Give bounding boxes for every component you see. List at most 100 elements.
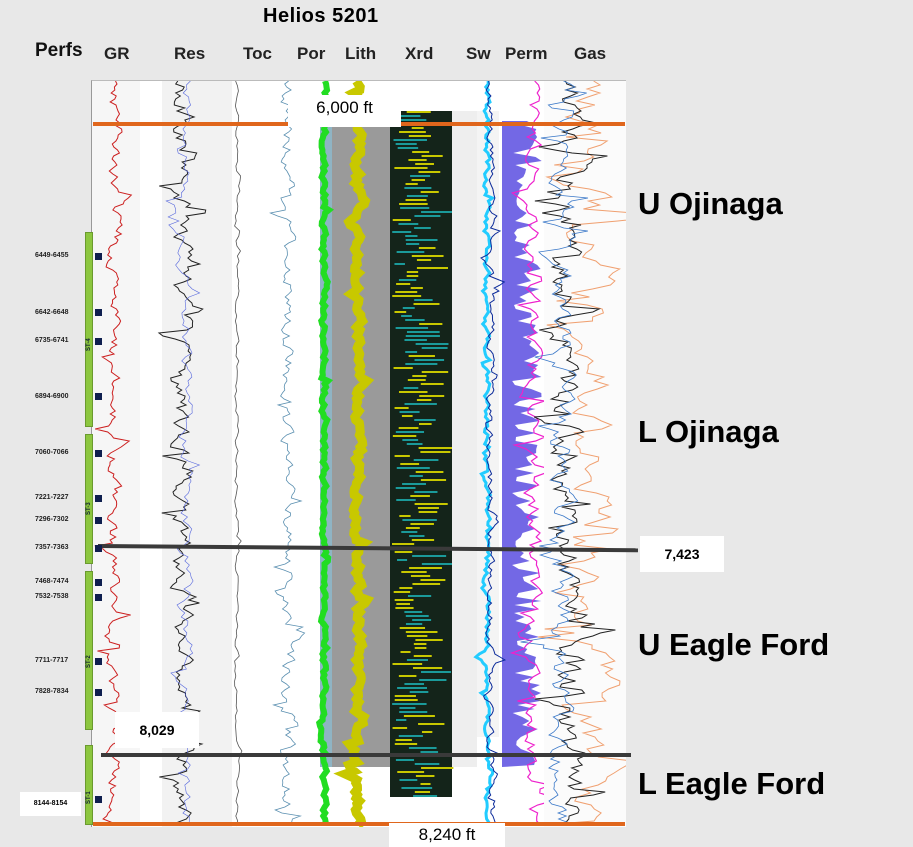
por-green-curve: [315, 79, 335, 826]
stage-bar-st3: ST-3: [85, 434, 93, 564]
perf-marker: [95, 545, 102, 552]
track-header-lith: Lith: [345, 44, 377, 63]
xrd-band: [410, 523, 434, 525]
well-log-tracks: [92, 78, 657, 829]
xrd-band: [415, 343, 449, 345]
depth-track-bg: [140, 81, 162, 827]
xrd-band: [398, 391, 428, 393]
xrd-band: [393, 591, 411, 593]
xrd-band: [396, 499, 416, 501]
stage-bar-st1: ST-1: [85, 745, 93, 825]
xrd-band: [405, 235, 418, 237]
xrd-band: [405, 527, 420, 529]
xrd-band: [405, 319, 425, 321]
xrd-band: [406, 275, 419, 277]
xrd-band: [392, 219, 411, 221]
xrd-band: [399, 203, 428, 205]
xrd-band: [401, 531, 418, 533]
xrd-band: [392, 727, 408, 729]
xrd-band: [392, 435, 417, 437]
xrd-band: [395, 431, 425, 433]
xrd-band: [421, 767, 454, 769]
xrd-band: [420, 783, 431, 785]
xrd-band: [405, 631, 438, 633]
bottom-depth-label: 8,240 ft: [389, 823, 505, 847]
xrd-band: [400, 207, 430, 209]
xrd-band: [414, 791, 431, 793]
well-log-panel: [91, 78, 657, 829]
xrd-band: [395, 739, 412, 741]
gas-curve-black: [534, 80, 616, 826]
xrd-band: [392, 663, 423, 665]
xrd-band: [399, 115, 421, 117]
xrd-band: [414, 503, 448, 505]
xrd-band: [412, 555, 447, 557]
xrd-band: [410, 575, 431, 577]
perf-marker: [95, 393, 102, 400]
xrd-band: [405, 623, 423, 625]
xrd-band: [404, 403, 437, 405]
xrd-band: [415, 163, 434, 165]
xrd-band: [414, 227, 431, 229]
xrd-band: [413, 459, 439, 461]
xrd-band: [418, 511, 438, 513]
xrd-band: [397, 687, 428, 689]
perf-marker: [95, 338, 102, 345]
marker-label-lower: 8,029: [115, 712, 199, 748]
xrd-band: [414, 763, 440, 765]
xrd-band: [416, 259, 432, 261]
xrd-band: [406, 635, 428, 637]
perf-label: 6894-6900: [35, 393, 69, 400]
xrd-band: [401, 415, 413, 417]
perf-label: 7828-7834: [35, 688, 69, 695]
xrd-band: [413, 643, 427, 645]
xrd-band: [397, 559, 408, 561]
xrd-band: [420, 671, 451, 673]
xrd-band: [420, 579, 446, 581]
xrd-band: [394, 695, 416, 697]
stage-label-st3: ST-3: [86, 502, 92, 515]
perf-label: 7296-7302: [35, 516, 69, 523]
por-curve: [269, 80, 306, 826]
xrd-band: [393, 139, 427, 141]
perf-label: 7221-7227: [35, 494, 69, 501]
xrd-band: [394, 167, 428, 169]
toc-curve: [234, 80, 243, 827]
xrd-band: [398, 223, 419, 225]
xrd-band: [415, 775, 435, 777]
xrd-band: [407, 595, 432, 597]
perf-marker: [95, 579, 102, 586]
xrd-band: [421, 371, 449, 373]
por-track-bg: [280, 81, 320, 827]
xrd-band: [411, 127, 424, 129]
res-curve-blue: [165, 80, 201, 826]
xrd-band: [413, 795, 438, 797]
perf-label: 7357-7363: [35, 544, 69, 551]
perf-marker: [95, 689, 102, 696]
xrd-band: [395, 759, 415, 761]
xrd-band: [395, 327, 429, 329]
xrd-band: [421, 731, 433, 733]
xrd-band: [404, 187, 432, 189]
xrd-band: [396, 467, 430, 469]
xrd-band: [412, 583, 441, 585]
xrd-band: [398, 427, 419, 429]
xrd-band: [396, 719, 407, 721]
xrd-band: [413, 667, 443, 669]
perf-marker: [95, 253, 102, 260]
perf-marker: [95, 450, 102, 457]
xrd-band: [419, 423, 432, 425]
xrd-band: [405, 183, 418, 185]
xrd-band: [413, 655, 432, 657]
xrd-band: [406, 195, 428, 197]
sw-curve-dark: [480, 80, 507, 826]
xrd-band: [392, 231, 412, 233]
xrd-band: [402, 307, 415, 309]
xrd-band: [405, 239, 438, 241]
xrd-band: [411, 539, 435, 541]
xrd-band: [404, 683, 425, 685]
xrd-band: [394, 455, 410, 457]
xrd-band: [402, 439, 419, 441]
xrd-band: [394, 119, 427, 121]
xrd-band: [405, 199, 427, 201]
